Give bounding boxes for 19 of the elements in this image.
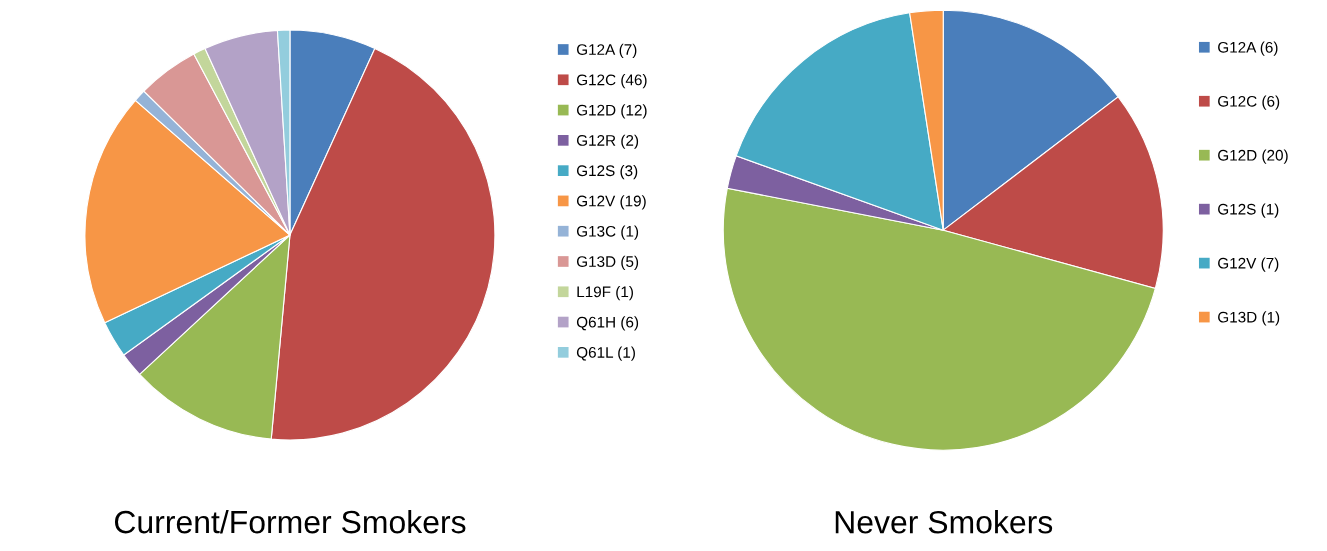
text: Never Smokers	[835, 510, 1053, 534]
legend-label: Q61L (1)	[576, 346, 635, 361]
legend-label: G12V (19)	[576, 195, 646, 210]
legend-label: G12C (46)	[576, 74, 647, 89]
legend-label: G12A (6)	[1218, 41, 1278, 56]
text: Current/Former Smokers	[114, 509, 466, 534]
legend-label: G12V (7)	[1218, 257, 1279, 272]
legend-label: G12S (1)	[1218, 203, 1279, 218]
legend-label: G12D (20)	[1218, 149, 1288, 164]
legend-label: G12R (2)	[576, 134, 639, 149]
legend-label: G13C (1)	[576, 225, 639, 240]
legend-label: G12A (7)	[576, 43, 637, 59]
legend-label: G12D (12)	[576, 104, 647, 119]
legend-label: G13D (1)	[1218, 311, 1280, 326]
legend-label: G12S (3)	[576, 164, 638, 180]
legend-label: G12C (6)	[1218, 95, 1280, 110]
legend-label: Q61H (6)	[576, 316, 639, 331]
legend-label: G13D (5)	[576, 255, 639, 270]
legend-label: L19F (1)	[577, 286, 633, 301]
